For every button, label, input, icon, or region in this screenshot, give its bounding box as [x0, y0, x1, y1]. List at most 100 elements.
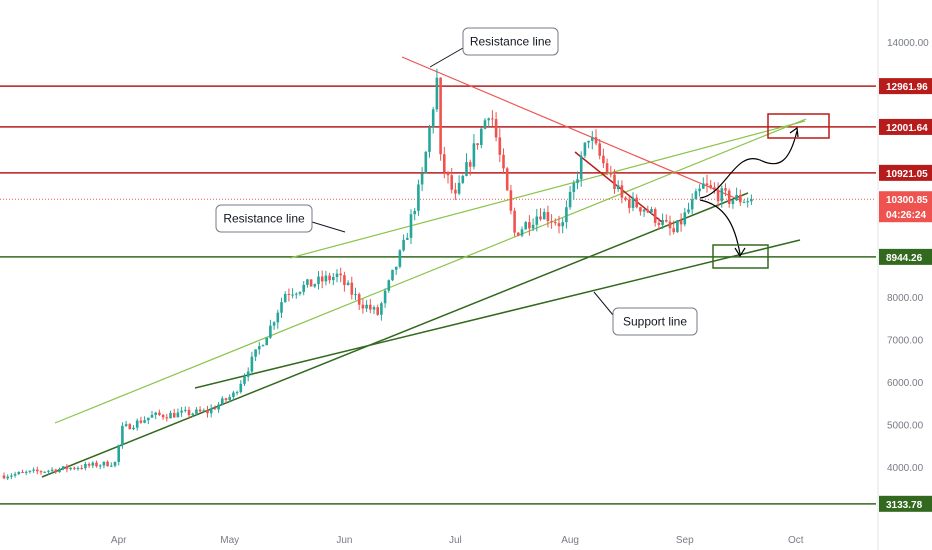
candle-body: [705, 183, 709, 186]
candle-body: [172, 412, 176, 418]
candle-body: [217, 404, 220, 410]
candle-body: [665, 219, 668, 222]
candle-body: [613, 174, 616, 189]
candle-body: [620, 185, 624, 198]
candle-body: [102, 461, 106, 466]
price-axis: 14000.00 8000.00 7000.00 6000.00 5000.00 4000…: [877, 0, 932, 550]
candle-body: [465, 162, 468, 176]
candle-body: [224, 398, 228, 401]
candle-body: [209, 408, 213, 414]
candle-body: [409, 214, 413, 238]
candle-body: [280, 302, 283, 313]
candle-body: [124, 424, 128, 426]
candle-body: [250, 356, 254, 372]
candle-body: [690, 199, 694, 210]
candle-body: [39, 471, 43, 473]
candle-body: [58, 469, 61, 473]
candle-body: [746, 201, 749, 203]
annotations: Resistance line Resistance line Support li…: [215, 27, 698, 336]
candle-body: [528, 222, 531, 229]
candle-body: [483, 120, 487, 129]
candle-body: [394, 266, 398, 270]
candle-body: [295, 293, 298, 295]
candle-body: [121, 425, 124, 446]
candle-body: [435, 77, 439, 110]
candle-body: [579, 155, 583, 180]
candle-body: [98, 465, 102, 467]
x-tick-label: Jun: [336, 535, 352, 546]
countdown-tag-bg: [879, 206, 932, 223]
candle-body: [443, 154, 446, 173]
projection-arrows: [699, 113, 830, 269]
candle-body: [454, 189, 457, 194]
candle-body: [184, 409, 187, 411]
level-price-tag: 8944.26: [886, 253, 923, 264]
candle-body: [54, 469, 58, 473]
level-price-tag: 12961.96: [886, 82, 928, 93]
x-tick-label: Jul: [449, 535, 462, 546]
candle-body: [65, 466, 69, 470]
time-axis: Apr May Jun Jul Aug Sep Oct: [111, 535, 804, 546]
candle-body: [439, 77, 442, 155]
candle-body: [6, 476, 9, 479]
candle-body: [298, 291, 302, 294]
candle-body: [383, 290, 387, 304]
candle-body: [350, 282, 354, 295]
level-price-tag-bg: [879, 248, 932, 265]
candle-body: [187, 409, 191, 416]
candle-body: [557, 223, 561, 227]
candle-body: [113, 461, 117, 466]
arrow-head-icon: [789, 126, 799, 138]
resistance-callout-left-box: [215, 204, 313, 233]
candle-body: [320, 276, 324, 282]
support-callout-box: [612, 307, 698, 336]
candle-body: [509, 190, 513, 211]
candle-body: [206, 410, 209, 414]
candle-body: [357, 294, 361, 305]
candle-body: [91, 462, 95, 466]
candle-body: [524, 222, 527, 230]
candle-body: [283, 293, 287, 303]
candle-body: [158, 412, 161, 415]
candle-body: [169, 412, 172, 419]
candle-body: [653, 209, 657, 223]
x-tick-label: Apr: [111, 535, 127, 546]
candle-body: [17, 471, 21, 474]
target-box-upper: [767, 113, 830, 139]
countdown-tag: 04:26:24: [886, 210, 926, 221]
candle-body: [176, 412, 180, 418]
resistance-line: [401, 56, 741, 201]
candle-body: [228, 396, 231, 401]
resistance-callout-top-label: Resistance line: [470, 35, 552, 49]
candle-body: [28, 470, 32, 472]
candle-body: [635, 197, 638, 208]
candle-body: [73, 467, 76, 469]
candle-body: [657, 222, 661, 225]
level-price-tag: 10921.05: [886, 169, 928, 180]
candle-body: [639, 207, 642, 212]
candle-body: [476, 143, 479, 146]
y-tick-label: 8000.00: [887, 293, 924, 304]
candle-body: [339, 273, 342, 276]
candle-body: [143, 420, 146, 423]
candle-body: [287, 293, 291, 295]
candle-body: [254, 349, 257, 357]
candle-body: [235, 392, 239, 394]
candle-body: [365, 304, 368, 309]
candle-body: [369, 304, 372, 310]
candle-body: [402, 239, 405, 251]
candle-body: [739, 194, 742, 203]
candle-body: [702, 183, 705, 189]
candle-body: [417, 184, 420, 211]
candle-body: [306, 279, 309, 285]
y-tick-label: 14000.00: [887, 38, 929, 49]
candle-body: [376, 307, 379, 315]
candle-body: [391, 269, 394, 281]
candle-body: [135, 420, 139, 428]
candle-body: [642, 209, 646, 212]
candle-body: [346, 282, 350, 286]
candle-body: [191, 413, 194, 416]
candle-body: [302, 284, 305, 292]
candle-body: [61, 466, 65, 470]
candle-body: [76, 468, 80, 470]
